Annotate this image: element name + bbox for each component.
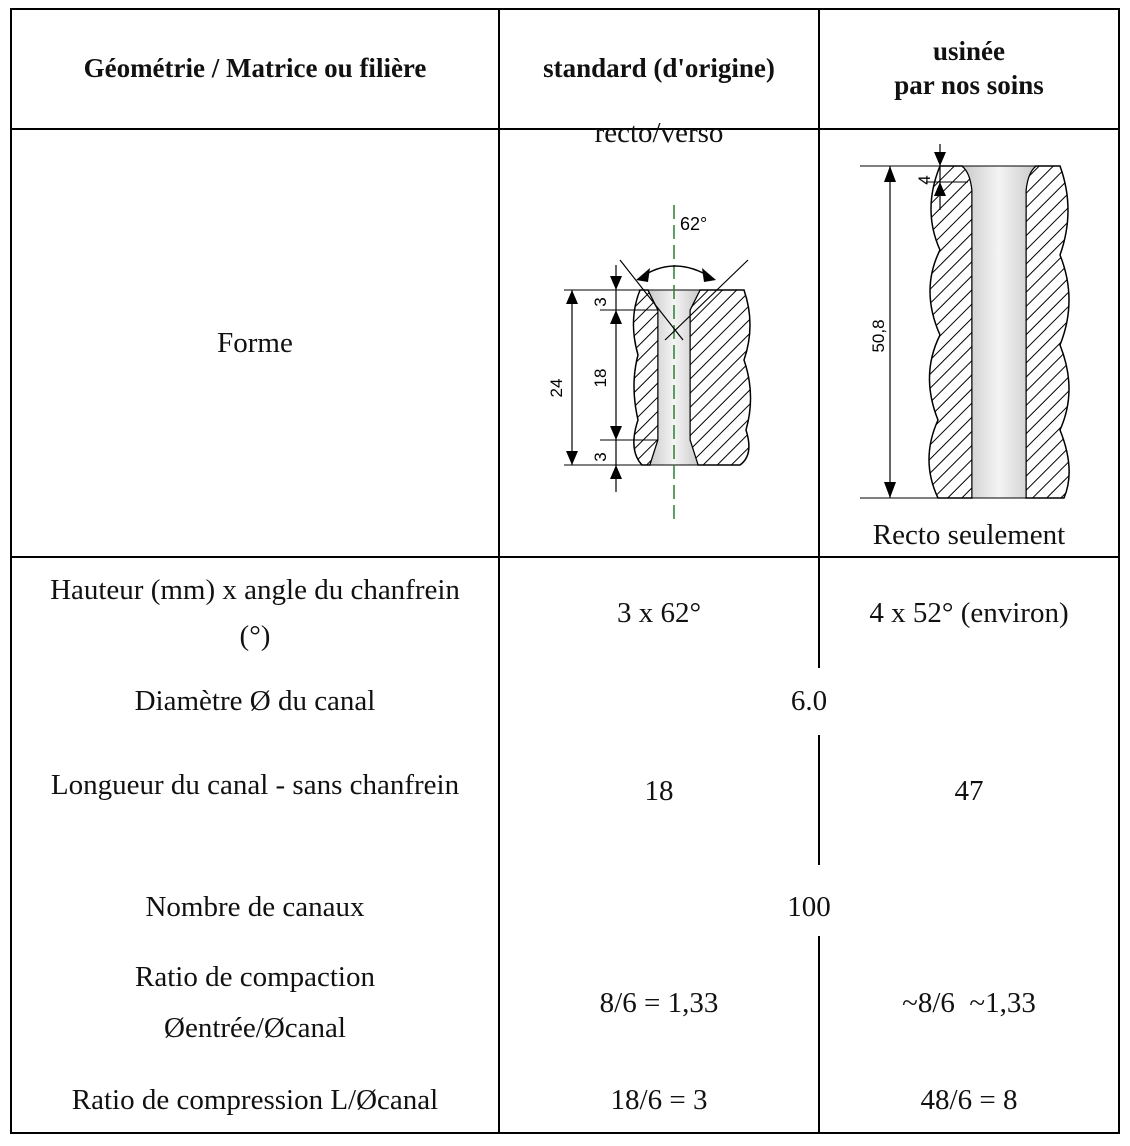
- col-divider-1: [498, 8, 500, 1134]
- row-compaction-standard: 8/6 = 1,33: [599, 986, 719, 1019]
- dim-4-label: 4: [915, 175, 934, 184]
- dim-18-label: 18: [591, 369, 610, 388]
- dim-3top-arrow-up: [610, 310, 622, 324]
- angle-arc: [639, 265, 713, 279]
- dim-508-arrow-top: [884, 166, 896, 182]
- row-longueur-standard: 18: [644, 775, 674, 807]
- row-compression-label: Ratio de compression L/Øcanal: [71, 1083, 439, 1116]
- dim-508-arrow-bottom: [884, 482, 896, 498]
- standard-die-wall-right: [689, 289, 752, 466]
- standard-die-wall-left: [632, 289, 659, 466]
- border-bottom: [10, 1132, 1120, 1134]
- dim-24-arrow-top: [566, 290, 578, 304]
- standard-caption: recto/verso: [594, 116, 724, 149]
- angle-label: 62°: [680, 214, 707, 234]
- header-divider: [10, 128, 1120, 130]
- usinee-caption: Recto seulement: [872, 518, 1066, 551]
- dim-3top-arrow-down: [610, 276, 622, 290]
- row-nombre-label: Nombre de canaux: [145, 890, 365, 923]
- usinee-die-bore: [960, 165, 1038, 499]
- row-hauteur-standard: 3 x 62°: [616, 596, 702, 629]
- col-divider-2-c: [818, 936, 820, 1134]
- chamfer-line-right: [664, 259, 749, 341]
- usinee-die-drawing: 50,8 4: [860, 144, 1070, 499]
- comparison-table: Géométrie / Matrice ou filière standard …: [10, 8, 1120, 1134]
- usinee-die-wall-right: [1025, 165, 1070, 499]
- row-compression-usinee: 48/6 = 8: [920, 1083, 1018, 1116]
- standard-die-drawing: 62° 24 18 3 3: [547, 205, 752, 522]
- dim-24-label: 24: [547, 379, 566, 398]
- row-diametre-shared: 6.0: [790, 685, 828, 718]
- dim-24-arrow-bottom: [566, 451, 578, 465]
- angle-arrow-left: [636, 268, 650, 282]
- dim-3bottom-label: 3: [591, 452, 610, 461]
- row-compaction-label: Ratio de compaction Øentrée/Øcanal: [12, 948, 498, 1058]
- header-usinee-line1: usinée: [932, 36, 1005, 67]
- row-hauteur-label-line2: (°): [239, 620, 271, 652]
- row-longueur-usinee: 47: [954, 775, 984, 807]
- forme-divider: [10, 556, 1120, 558]
- row-hauteur-label: Hauteur (mm) x angle du chanfrein (°): [12, 558, 498, 668]
- col-divider-2-a: [818, 8, 820, 668]
- header-standard: standard (d'origine): [543, 53, 775, 84]
- row-diametre-label: Diamètre Ø du canal: [134, 685, 376, 718]
- row-compaction-usinee: ~8/6 ~1,33: [902, 986, 1036, 1019]
- chamfer-line-left: [619, 259, 684, 341]
- row-hauteur-usinee: 4 x 52° (environ): [869, 596, 1069, 629]
- dim-4-arrow-up: [934, 182, 946, 196]
- row-longueur-label: Longueur du canal - sans chanfrein: [50, 769, 460, 801]
- border-top: [10, 8, 1120, 10]
- dim-3bottom-arrow-up: [610, 465, 622, 479]
- forme-label: Forme: [217, 326, 293, 359]
- dim-3bottom-arrow-down: [610, 426, 622, 440]
- border-right: [1118, 8, 1120, 1134]
- col-divider-2-b: [818, 735, 820, 865]
- usinee-die-wall-left: [928, 165, 973, 499]
- row-nombre-shared: 100: [787, 890, 831, 923]
- dim-4-arrow-down: [934, 152, 946, 166]
- header-usinee: usinée par nos soins: [820, 10, 1118, 128]
- angle-arrow-right: [702, 268, 716, 282]
- dim-3top-label: 3: [591, 297, 610, 306]
- row-compaction-label-line1: Ratio de compaction: [135, 961, 375, 994]
- row-compaction-label-line2: Øentrée/Øcanal: [164, 1012, 346, 1044]
- header-usinee-line2: par nos soins: [894, 70, 1044, 100]
- dim-508-label: 50,8: [869, 319, 888, 352]
- header-geometrie: Géométrie / Matrice ou filière: [83, 53, 427, 84]
- row-hauteur-label-line1: Hauteur (mm) x angle du chanfrein: [50, 573, 460, 606]
- row-compression-standard: 18/6 = 3: [610, 1083, 708, 1116]
- border-left: [10, 8, 12, 1134]
